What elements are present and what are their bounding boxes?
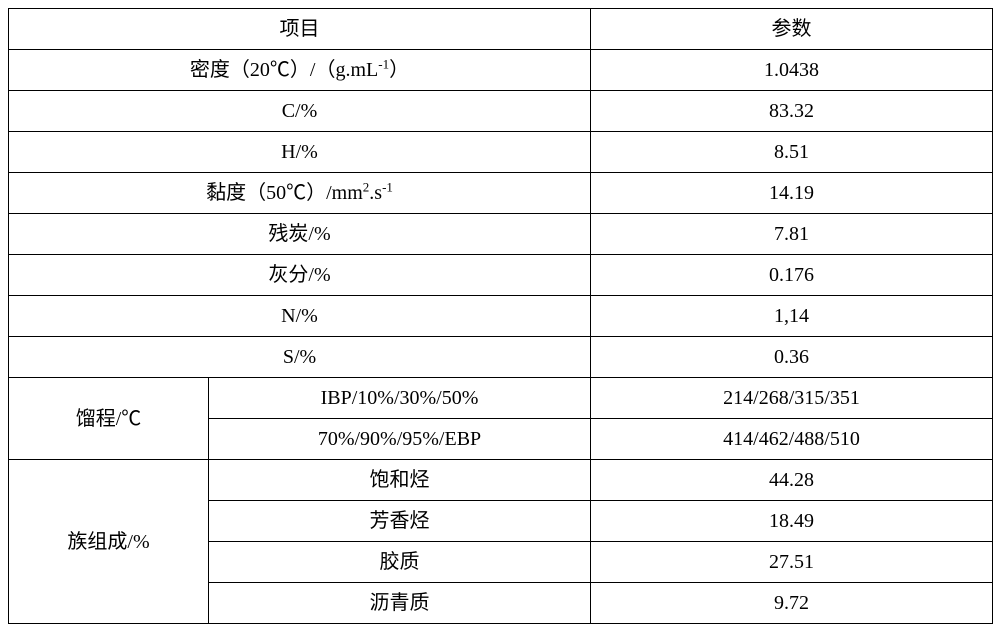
distillation-label: 馏程/℃ — [9, 378, 209, 460]
row-label: H/% — [9, 132, 591, 173]
row-value: 83.32 — [591, 91, 993, 132]
table-row: H/% 8.51 — [9, 132, 993, 173]
distillation-sub-value: 414/462/488/510 — [591, 419, 993, 460]
table-row: N/% 1,14 — [9, 296, 993, 337]
table-row: 黏度（50℃）/mm2.s-1 14.19 — [9, 173, 993, 214]
row-value: 0.36 — [591, 337, 993, 378]
row-label: N/% — [9, 296, 591, 337]
row-value: 0.176 — [591, 255, 993, 296]
row-label: C/% — [9, 91, 591, 132]
composition-sub-label: 芳香烃 — [209, 501, 591, 542]
row-label: 残炭/% — [9, 214, 591, 255]
table-row: 馏程/℃ IBP/10%/30%/50% 214/268/315/351 — [9, 378, 993, 419]
composition-sub-value: 44.28 — [591, 460, 993, 501]
row-value: 7.81 — [591, 214, 993, 255]
composition-sub-value: 27.51 — [591, 542, 993, 583]
row-label: S/% — [9, 337, 591, 378]
table-row: 密度（20℃）/（g.mL-1） 1.0438 — [9, 50, 993, 91]
composition-sub-label: 饱和烃 — [209, 460, 591, 501]
table-row: S/% 0.36 — [9, 337, 993, 378]
composition-label: 族组成/% — [9, 460, 209, 624]
row-value: 8.51 — [591, 132, 993, 173]
distillation-sub-value: 214/268/315/351 — [591, 378, 993, 419]
properties-table: 项目 参数 密度（20℃）/（g.mL-1） 1.0438 C/% 83.32 … — [8, 8, 993, 624]
row-label: 黏度（50℃）/mm2.s-1 — [9, 173, 591, 214]
header-item: 项目 — [9, 9, 591, 50]
distillation-sub-label: IBP/10%/30%/50% — [209, 378, 591, 419]
table-row: 残炭/% 7.81 — [9, 214, 993, 255]
composition-sub-value: 9.72 — [591, 583, 993, 624]
composition-sub-value: 18.49 — [591, 501, 993, 542]
header-param: 参数 — [591, 9, 993, 50]
row-label: 密度（20℃）/（g.mL-1） — [9, 50, 591, 91]
row-value: 1,14 — [591, 296, 993, 337]
row-label: 灰分/% — [9, 255, 591, 296]
table-row: 灰分/% 0.176 — [9, 255, 993, 296]
table-row: C/% 83.32 — [9, 91, 993, 132]
composition-sub-label: 沥青质 — [209, 583, 591, 624]
table-row: 族组成/% 饱和烃 44.28 — [9, 460, 993, 501]
row-value: 14.19 — [591, 173, 993, 214]
distillation-sub-label: 70%/90%/95%/EBP — [209, 419, 591, 460]
composition-sub-label: 胶质 — [209, 542, 591, 583]
table-header-row: 项目 参数 — [9, 9, 993, 50]
row-value: 1.0438 — [591, 50, 993, 91]
